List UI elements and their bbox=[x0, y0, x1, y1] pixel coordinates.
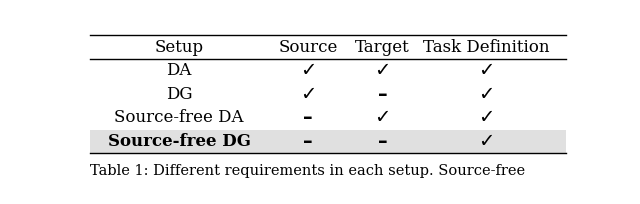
Text: ✓: ✓ bbox=[300, 85, 316, 104]
Text: Table 1: Different requirements in each setup. Source-free: Table 1: Different requirements in each … bbox=[90, 164, 525, 177]
Text: ✓: ✓ bbox=[374, 61, 391, 80]
Text: ✓: ✓ bbox=[479, 132, 495, 151]
Bar bbox=[90, 130, 566, 153]
Text: ✓: ✓ bbox=[479, 109, 495, 128]
Text: –: – bbox=[378, 132, 387, 151]
Text: Source: Source bbox=[278, 39, 338, 56]
Text: ✓: ✓ bbox=[479, 61, 495, 80]
Text: –: – bbox=[303, 109, 313, 128]
Text: ✓: ✓ bbox=[300, 61, 316, 80]
Text: DG: DG bbox=[166, 86, 193, 103]
Text: Task Definition: Task Definition bbox=[424, 39, 550, 56]
Text: Setup: Setup bbox=[155, 39, 204, 56]
Text: Source-free DA: Source-free DA bbox=[115, 109, 244, 126]
Text: Target: Target bbox=[355, 39, 410, 56]
Text: Source-free DG: Source-free DG bbox=[108, 133, 251, 150]
Text: –: – bbox=[378, 85, 387, 104]
Text: ✓: ✓ bbox=[374, 109, 391, 128]
Text: DA: DA bbox=[166, 62, 192, 79]
Text: ✓: ✓ bbox=[479, 85, 495, 104]
Text: –: – bbox=[303, 132, 313, 151]
